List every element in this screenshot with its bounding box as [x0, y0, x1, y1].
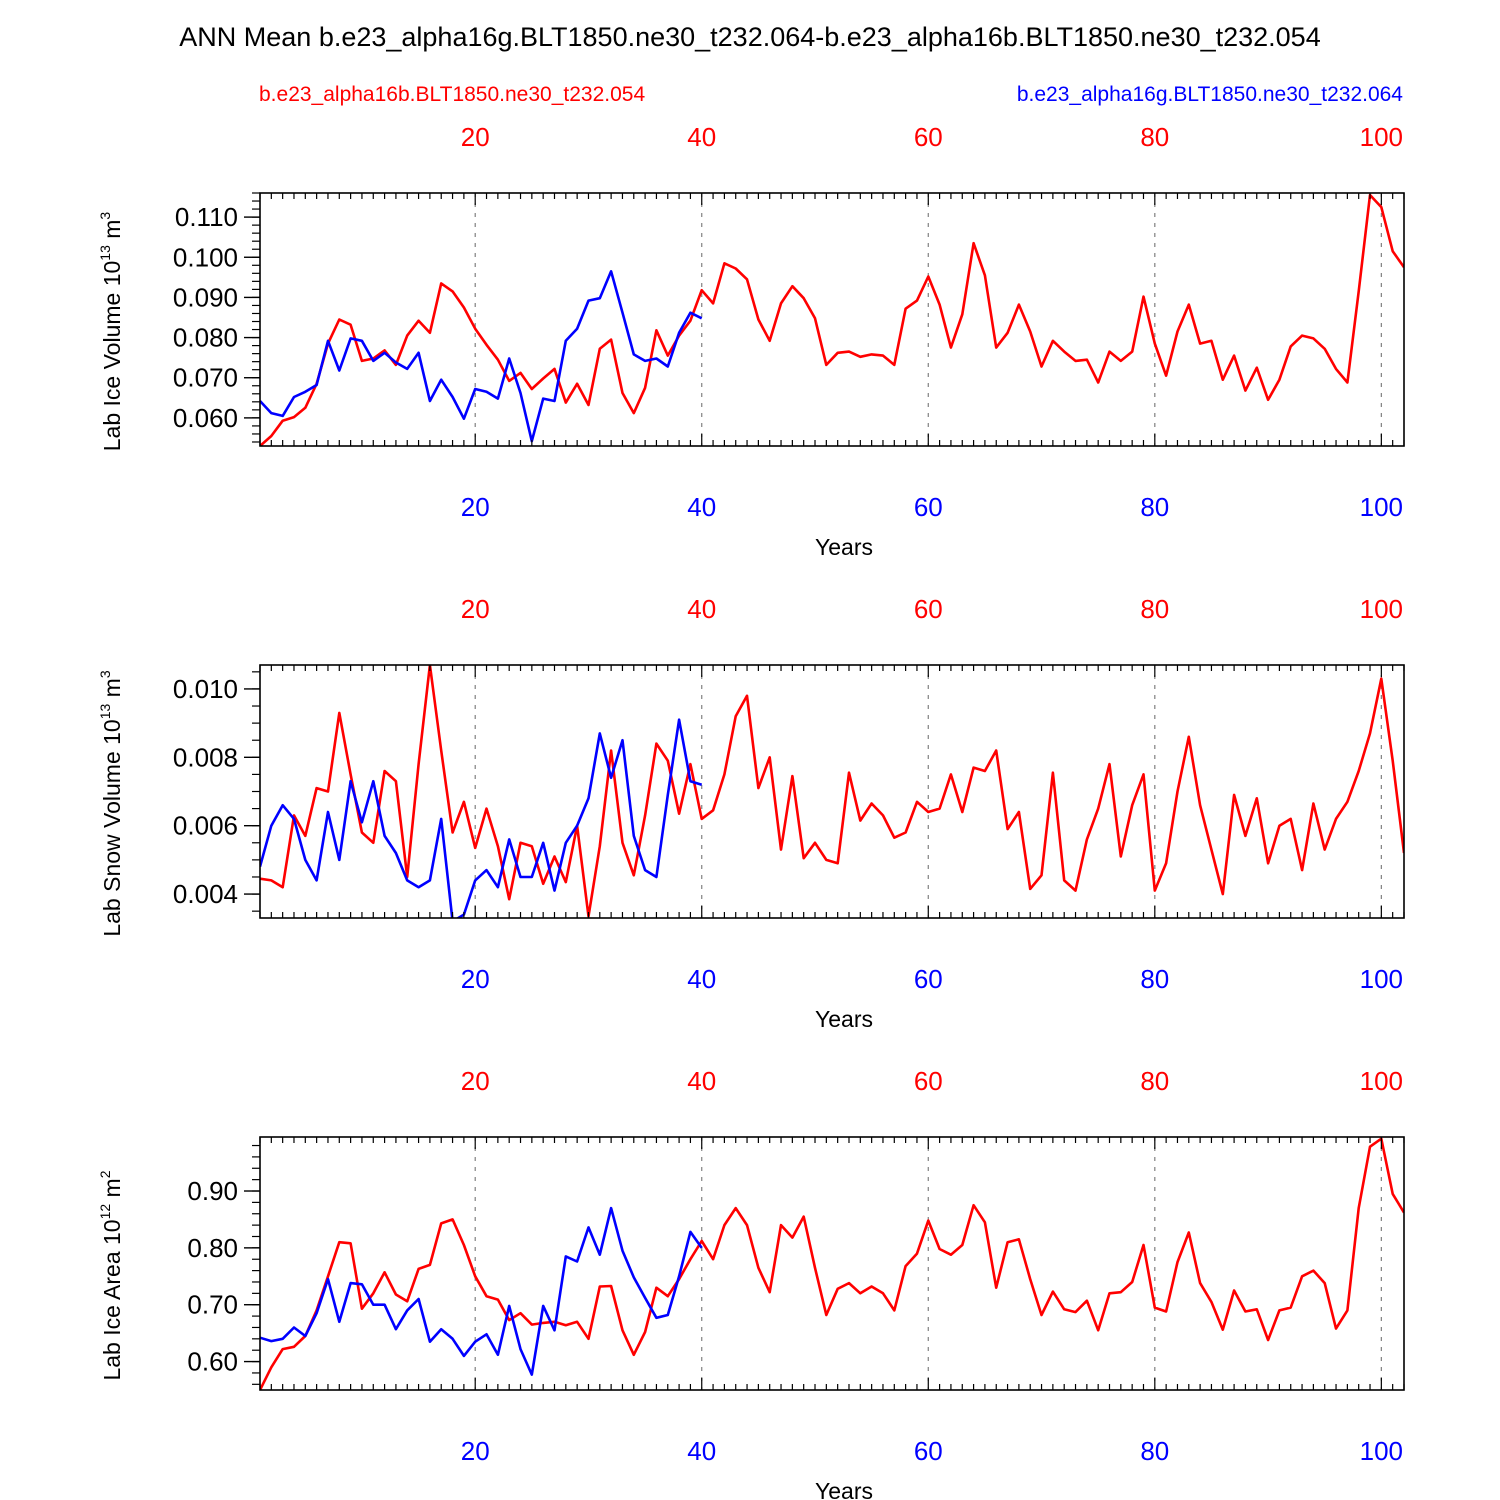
- y-axis-label-superscript: 2: [97, 1170, 113, 1178]
- x-tick-label-top: 100: [1360, 122, 1403, 152]
- x-axis-label: Years: [815, 1478, 873, 1500]
- chart-panel-3: 0.60 0.70 0.80 0.90 20 20 40 40 60 60 80 80 100 100 Ye…: [97, 1066, 1405, 1500]
- series-line-blue: [260, 269, 703, 443]
- y-tick-label: 0.70: [187, 1290, 238, 1320]
- x-tick-label-bottom: 40: [687, 1436, 716, 1466]
- y-axis-label-text: Lab Snow Volume 10: [99, 719, 125, 936]
- y-tick-label: 0.90: [187, 1176, 238, 1206]
- y-tick-label: 0.110: [175, 202, 238, 232]
- x-tick-label-top: 20: [461, 122, 490, 152]
- x-tick-label-bottom: 60: [914, 964, 943, 994]
- y-tick-label: 0.060: [173, 403, 238, 433]
- series-line-red: [260, 1137, 1404, 1390]
- x-tick-label-top: 40: [687, 1066, 716, 1096]
- y-tick-label: 0.090: [173, 282, 238, 312]
- y-tick-label: 0.010: [173, 674, 238, 704]
- x-tick-label-top: 60: [914, 122, 943, 152]
- y-axis-label: Lab Ice Volume 1013 m3: [97, 212, 125, 452]
- plot-frame: [259, 1136, 1405, 1391]
- y-axis-label: Lab Snow Volume 1013 m3: [97, 670, 125, 937]
- x-tick-label-bottom: 80: [1140, 492, 1169, 522]
- x-tick-label-bottom: 40: [687, 964, 716, 994]
- y-tick-label: 0.004: [173, 879, 238, 909]
- x-tick-label-top: 60: [914, 1066, 943, 1096]
- y-tick-label: 0.070: [173, 363, 238, 393]
- y-tick-label: 0.006: [173, 811, 238, 841]
- x-tick-label-top: 80: [1140, 1066, 1169, 1096]
- x-tick-label-top: 60: [914, 594, 943, 624]
- y-tick-label: 0.008: [173, 742, 238, 772]
- figure-title: ANN Mean b.e23_alpha16g.BLT1850.ne30_t23…: [179, 22, 1320, 52]
- series-line-red: [260, 193, 1404, 446]
- x-tick-label-bottom: 100: [1360, 1436, 1403, 1466]
- x-tick-label-bottom: 100: [1360, 964, 1403, 994]
- y-axis-label-superscript: 13: [97, 703, 113, 719]
- y-axis-label-superscript: 3: [97, 670, 113, 678]
- x-tick-label-top: 80: [1140, 594, 1169, 624]
- series-line-blue: [260, 718, 703, 918]
- y-axis-label-text: Lab Ice Volume 10: [99, 261, 125, 452]
- x-tick-label-bottom: 20: [461, 1436, 490, 1466]
- series-line-blue: [260, 1206, 703, 1376]
- plot-frame: [259, 664, 1405, 919]
- x-tick-label-top: 20: [461, 1066, 490, 1096]
- x-tick-label-bottom: 80: [1140, 964, 1169, 994]
- x-tick-label-bottom: 60: [914, 492, 943, 522]
- x-tick-label-top: 40: [687, 122, 716, 152]
- chart-panel-1: 0.060 0.070 0.080 0.090 0.100 0.110 20 20 40 40 60…: [97, 122, 1405, 560]
- y-axis-label-text: Lab Ice Area 10: [99, 1219, 125, 1380]
- legend-red-label: b.e23_alpha16b.BLT1850.ne30_t232.054: [259, 83, 645, 106]
- x-axis-label: Years: [815, 1006, 873, 1032]
- y-tick-label: 0.080: [173, 323, 238, 353]
- y-axis-label-text: m: [99, 1178, 125, 1204]
- x-tick-label-bottom: 80: [1140, 1436, 1169, 1466]
- x-tick-label-top: 100: [1360, 594, 1403, 624]
- x-tick-label-bottom: 60: [914, 1436, 943, 1466]
- x-tick-label-top: 20: [461, 594, 490, 624]
- x-tick-label-top: 80: [1140, 122, 1169, 152]
- x-axis-label: Years: [815, 534, 873, 560]
- chart-panel-2: 0.004 0.006 0.008 0.010 20 20 40 40 60 60 80 80 100 1…: [97, 594, 1405, 1032]
- plot-frame: [259, 192, 1405, 447]
- legend-blue-label: b.e23_alpha16g.BLT1850.ne30_t232.064: [1017, 83, 1403, 106]
- y-axis-label-text: m: [99, 220, 125, 246]
- y-axis-label: Lab Ice Area 1012 m2: [97, 1170, 125, 1380]
- y-axis-label-superscript: 13: [97, 245, 113, 261]
- y-axis-label-text: m: [99, 678, 125, 704]
- series-line-red: [260, 665, 1404, 918]
- x-tick-label-top: 40: [687, 594, 716, 624]
- x-tick-label-top: 100: [1360, 1066, 1403, 1096]
- y-tick-label: 0.100: [173, 242, 238, 272]
- x-tick-label-bottom: 20: [461, 492, 490, 522]
- x-tick-label-bottom: 100: [1360, 492, 1403, 522]
- x-tick-label-bottom: 40: [687, 492, 716, 522]
- y-tick-label: 0.80: [187, 1233, 238, 1263]
- y-tick-label: 0.60: [187, 1347, 238, 1377]
- x-tick-label-bottom: 20: [461, 964, 490, 994]
- y-axis-label-superscript: 3: [97, 212, 113, 220]
- y-axis-label-superscript: 12: [97, 1204, 113, 1220]
